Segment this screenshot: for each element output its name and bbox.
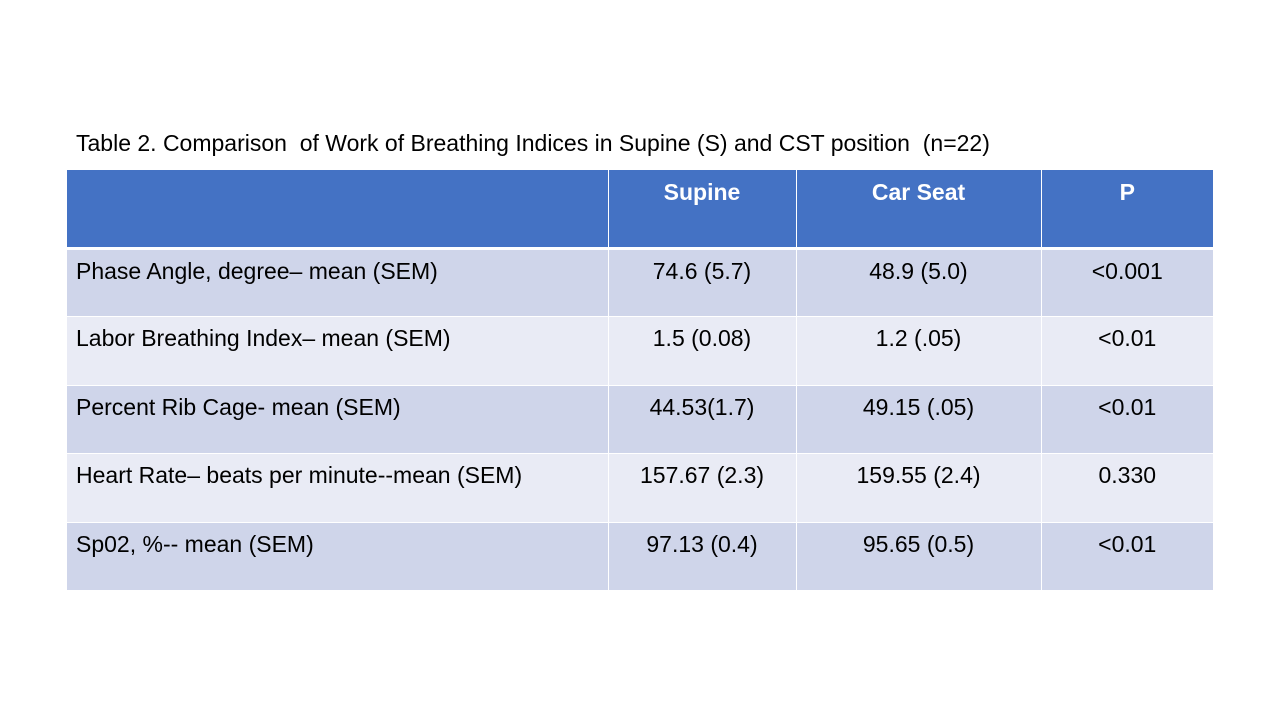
supine-value: 157.67 (2.3) [608, 453, 797, 523]
table-row: Percent Rib Cage- mean (SEM) 44.53(1.7) … [67, 385, 1213, 454]
table-row: Labor Breathing Index– mean (SEM) 1.5 (0… [67, 316, 1213, 386]
table-row: Sp02, %-- mean (SEM) 97.13 (0.4) 95.65 (… [67, 522, 1213, 591]
row-label: Phase Angle, degree– mean (SEM) [67, 248, 609, 317]
table-header-row: Supine Car Seat P [67, 170, 1213, 250]
table-row: Phase Angle, degree– mean (SEM) 74.6 (5.… [67, 248, 1213, 317]
car-seat-value: 95.65 (0.5) [796, 522, 1042, 591]
p-value: <0.01 [1041, 316, 1213, 386]
row-label: Sp02, %-- mean (SEM) [67, 522, 609, 591]
supine-value: 1.5 (0.08) [608, 316, 797, 386]
header-cell-p: P [1041, 170, 1213, 250]
car-seat-value: 1.2 (.05) [796, 316, 1042, 386]
car-seat-value: 159.55 (2.4) [796, 453, 1042, 523]
row-label: Labor Breathing Index– mean (SEM) [67, 316, 609, 386]
p-value: <0.01 [1041, 385, 1213, 454]
header-cell-blank [67, 170, 609, 250]
table-title: Table 2. Comparison of Work of Breathing… [76, 130, 990, 156]
car-seat-value: 48.9 (5.0) [796, 248, 1042, 317]
p-value: <0.01 [1041, 522, 1213, 591]
row-label: Percent Rib Cage- mean (SEM) [67, 385, 609, 454]
supine-value: 44.53(1.7) [608, 385, 797, 454]
supine-value: 97.13 (0.4) [608, 522, 797, 591]
table-row: Heart Rate– beats per minute--mean (SEM)… [67, 453, 1213, 523]
car-seat-value: 49.15 (.05) [796, 385, 1042, 454]
header-cell-car-seat: Car Seat [796, 170, 1042, 250]
row-label: Heart Rate– beats per minute--mean (SEM) [67, 453, 609, 523]
supine-value: 74.6 (5.7) [608, 248, 797, 317]
comparison-table: Supine Car Seat P Phase Angle, degree– m… [67, 170, 1213, 591]
p-value: 0.330 [1041, 453, 1213, 523]
p-value: <0.001 [1041, 248, 1213, 317]
header-cell-supine: Supine [608, 170, 797, 250]
